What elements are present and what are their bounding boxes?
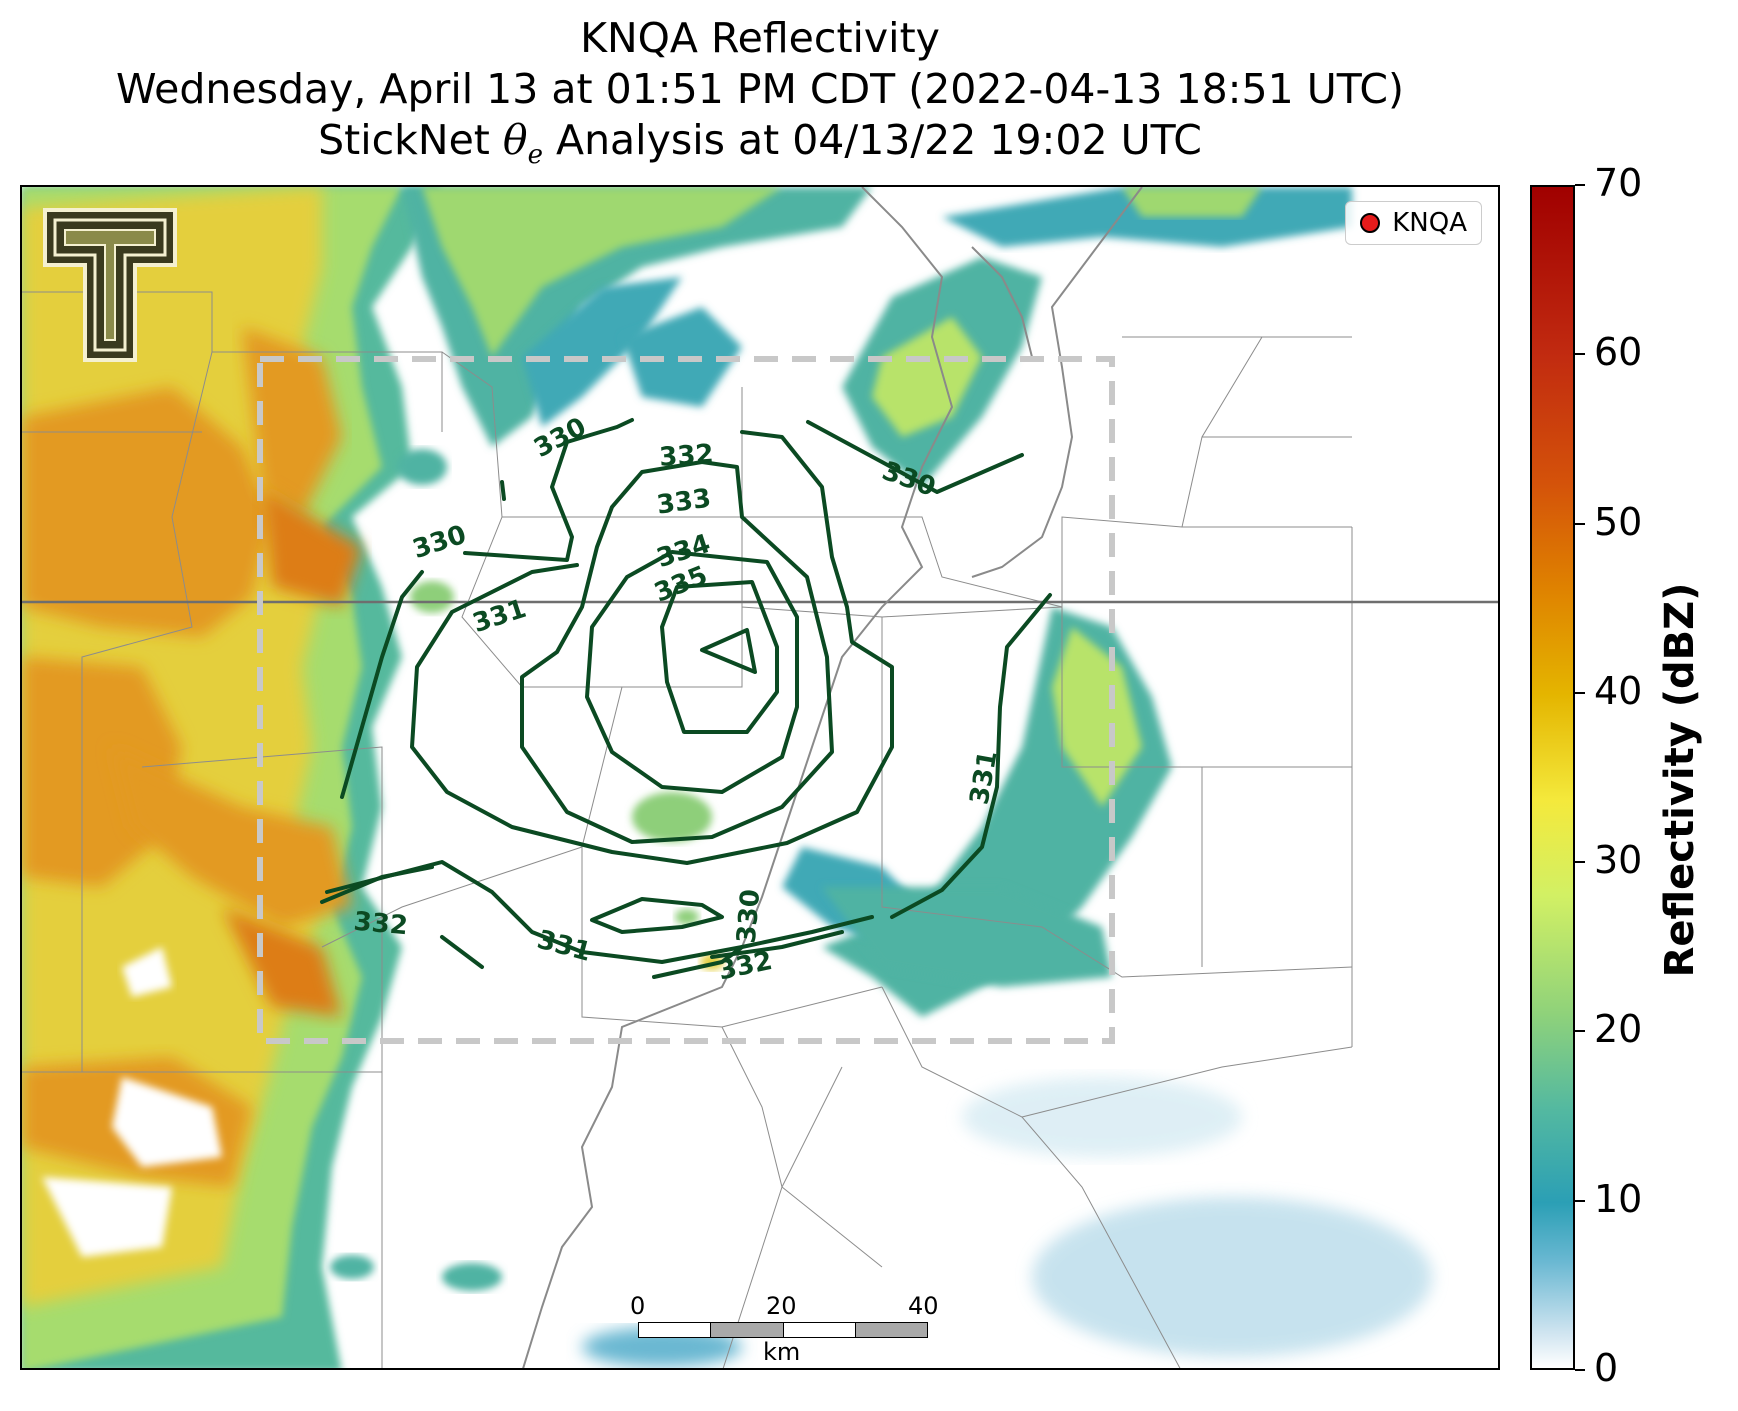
radar-map[interactable]: 330 330 330 330 331 331 331 332 332 332 …	[20, 185, 1500, 1370]
colorbar-tick-label: 10	[1594, 1176, 1643, 1221]
map-subtitle-analysis: StickNet θe Analysis at 04/13/22 19:02 U…	[20, 116, 1500, 179]
colorbar-tick-label: 30	[1594, 838, 1643, 883]
scale-tick-40: 40	[908, 1292, 939, 1320]
theta-symbol: θe	[502, 116, 543, 171]
contour-label-330-s: 330	[732, 888, 767, 945]
contour-label-331-s: 331	[534, 925, 594, 968]
contour-label-333: 333	[655, 483, 713, 520]
contour-332-sw	[440, 935, 484, 969]
colorbar-tick-mark	[1575, 1199, 1585, 1202]
scale-bar: 0 20 40 km	[618, 1292, 939, 1366]
analysis-domain-box	[257, 356, 1115, 1044]
reflectivity-field	[22, 187, 1432, 1368]
scale-unit: km	[763, 1338, 801, 1366]
colorbar	[1530, 185, 1575, 1370]
colorbar-tick-label: 40	[1594, 668, 1643, 713]
colorbar-tick-mark	[1575, 353, 1585, 356]
contour-332-south	[590, 897, 724, 934]
county-boundaries	[22, 291, 1353, 1368]
legend-label: KNQA	[1392, 208, 1467, 238]
theta-e-contours	[320, 418, 1052, 979]
colorbar-tick-mark	[1575, 861, 1585, 864]
contour-335	[700, 628, 757, 674]
contour-333	[585, 550, 799, 794]
contour-331-south	[325, 860, 874, 964]
radar-site-marker-icon	[1360, 213, 1381, 233]
colorbar-tick-label: 0	[1594, 1346, 1619, 1390]
colorbar-tick-label: 50	[1594, 499, 1643, 544]
analysis-suffix: Analysis at 04/13/22 19:02 UTC	[542, 116, 1202, 164]
contour-label-332-sw: 332	[352, 907, 409, 942]
scale-tick-0: 0	[630, 1292, 646, 1320]
colorbar-tick-mark	[1575, 691, 1585, 694]
colorbar-tick-label: 70	[1594, 161, 1643, 205]
colorbar-tick-label: 60	[1594, 330, 1643, 375]
contour-332-west	[320, 865, 434, 904]
contour-334	[660, 580, 779, 734]
contour-332-loop	[520, 460, 834, 844]
colorbar-tick-mark	[1575, 1030, 1585, 1033]
contour-330-c	[340, 570, 424, 799]
contour-label-332-n: 332	[658, 439, 714, 473]
state-boundaries	[22, 187, 1498, 1368]
scale-tick-20: 20	[766, 1292, 797, 1320]
contour-331-loop	[410, 430, 894, 865]
contour-label-330-w: 330	[409, 520, 470, 565]
colorbar-tick-mark	[1575, 184, 1585, 186]
colorbar-tick-label: 20	[1594, 1007, 1643, 1052]
legend: KNQA	[1345, 201, 1482, 245]
colorbar-tick-mark	[1575, 1369, 1585, 1371]
contour-330-a	[463, 418, 634, 562]
map-title: KNQA Reflectivity	[580, 14, 940, 62]
scale-track	[638, 1322, 928, 1338]
map-subtitle-time: Wednesday, April 13 at 01:51 PM CDT (202…	[116, 65, 1404, 113]
colorbar-title: Reflectivity (dBZ)	[1657, 582, 1703, 978]
contour-330-d	[806, 420, 1024, 494]
contour-331-east	[890, 593, 1052, 919]
contour-332-se	[710, 930, 844, 959]
analysis-prefix: StickNet	[318, 116, 503, 164]
radar-map-canvas: 330 330 330 330 331 331 331 332 332 332 …	[22, 187, 1498, 1368]
colorbar-tick-mark	[1575, 522, 1585, 525]
contour-330-b	[500, 480, 506, 501]
